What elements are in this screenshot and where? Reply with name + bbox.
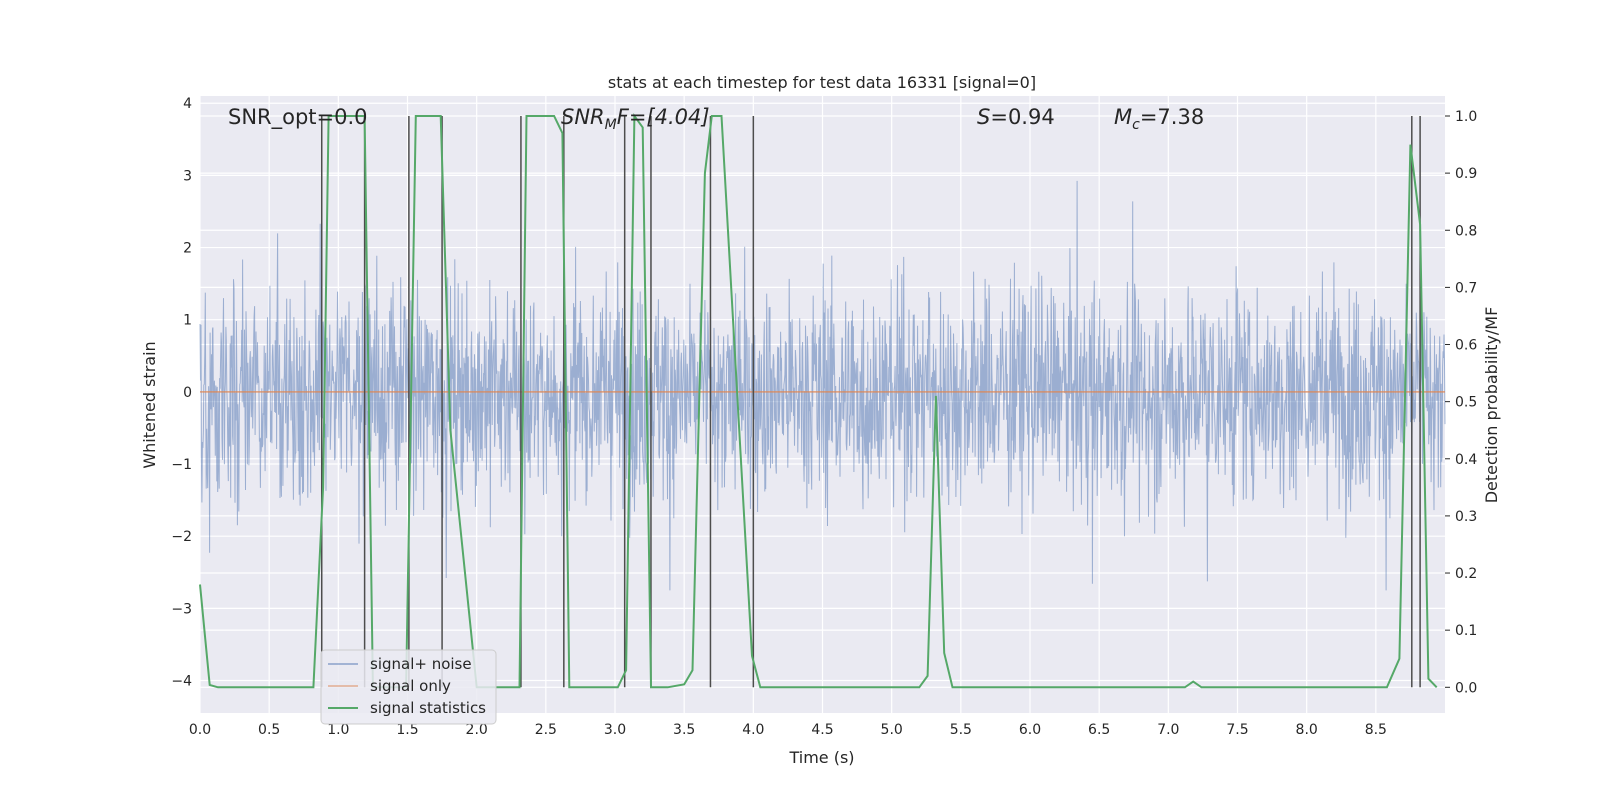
x-tick-label: 7.5 [1226,722,1248,738]
y-left-tick-label: 0 [183,385,192,401]
legend-label-signal-only: signal only [370,677,451,695]
annotation-snr-mf-main: SNR [561,105,605,129]
y-left-tick-label: −1 [171,457,192,473]
x-tick-label: 4.5 [811,722,833,738]
annotation-s-rest: =0.94 [990,105,1054,129]
legend: signal+ noise signal only signal statist… [320,649,497,725]
y-axis-left-label: Whitened strain [140,341,159,468]
annotation-mc-sub: c [1132,117,1140,133]
legend-box [320,649,497,725]
y-right-tick-label: 0.9 [1455,166,1477,182]
annotation-snr-opt: SNR_opt=0.0 [228,105,368,130]
x-tick-label: 1.5 [396,722,418,738]
x-tick-label: 3.5 [673,722,695,738]
y-right-tick-label: 0.8 [1455,223,1477,239]
y-right-tick-label: 0.2 [1455,566,1477,582]
y-right-tick-label: 0.7 [1455,280,1477,296]
x-tick-label: 1.0 [327,722,349,738]
annotation-snr-mf-sub: M [605,117,617,133]
x-tick-label: 5.5 [950,722,972,738]
legend-label-signal-plus-noise: signal+ noise [370,655,472,673]
annotation-mc-rest: =7.38 [1140,105,1204,129]
y-axis-right-label: Detection probability/MF [1482,307,1501,504]
legend-label-signal-statistics: signal statistics [370,699,486,717]
y-axis-right-ticks: 0.0 0.1 0.2 0.3 0.4 0.5 0.6 0.7 0.8 0.9 1.0 [1445,109,1477,696]
x-tick-label: 3.0 [604,722,626,738]
x-tick-label: 5.0 [881,722,903,738]
annotation-snr-mf-rest: F=[4.04] [617,105,710,129]
y-left-tick-label: 4 [183,96,192,112]
y-right-tick-label: 0.1 [1455,623,1477,639]
x-tick-label: 4.0 [742,722,764,738]
annotation-mc-main: M [1114,105,1132,129]
detection-markers [320,115,1421,688]
annotation-s: S=0.94 [977,105,1055,129]
annotation-snr-mf: SNRMF=[4.04] [561,105,710,133]
x-tick-label: 8.0 [1296,722,1318,738]
y-right-tick-label: 0.4 [1455,452,1477,468]
y-left-tick-label: 1 [183,313,192,329]
x-tick-label: 6.0 [1019,722,1041,738]
y-left-tick-label: −4 [171,674,192,690]
x-tick-label: 7.0 [1157,722,1179,738]
x-tick-label: 0.0 [189,722,211,738]
y-right-tick-label: 1.0 [1455,109,1477,125]
y-left-tick-label: −3 [171,601,192,617]
y-left-tick-label: 2 [183,241,192,257]
y-left-tick-label: 3 [183,168,192,184]
x-tick-label: 6.5 [1088,722,1110,738]
x-tick-label: 8.5 [1365,722,1387,738]
x-axis-ticks: 0.0 0.5 1.0 1.5 2.0 2.5 3.0 3.5 4.0 4.5 5.0 5.5 6.0 6… [189,722,1387,738]
annotation-s-main: S [977,105,990,129]
x-tick-label: 2.0 [466,722,488,738]
y-right-tick-label: 0.6 [1455,338,1477,354]
series-signal-plus-noise [199,180,1446,591]
x-tick-label: 2.5 [535,722,557,738]
y-axis-left-ticks: −4 −3 −2 −1 0 1 2 3 4 [171,96,192,689]
y-right-tick-label: 0.5 [1455,395,1477,411]
annotation-mc: Mc=7.38 [1114,105,1204,133]
noise-trace [199,180,1446,591]
chart-title: stats at each timestep for test data 163… [608,73,1036,92]
y-left-tick-label: −2 [171,529,192,545]
y-right-tick-label: 0.3 [1455,509,1477,525]
x-tick-label: 0.5 [258,722,280,738]
y-right-tick-label: 0.0 [1455,680,1477,696]
x-axis-label: Time (s) [788,748,854,767]
